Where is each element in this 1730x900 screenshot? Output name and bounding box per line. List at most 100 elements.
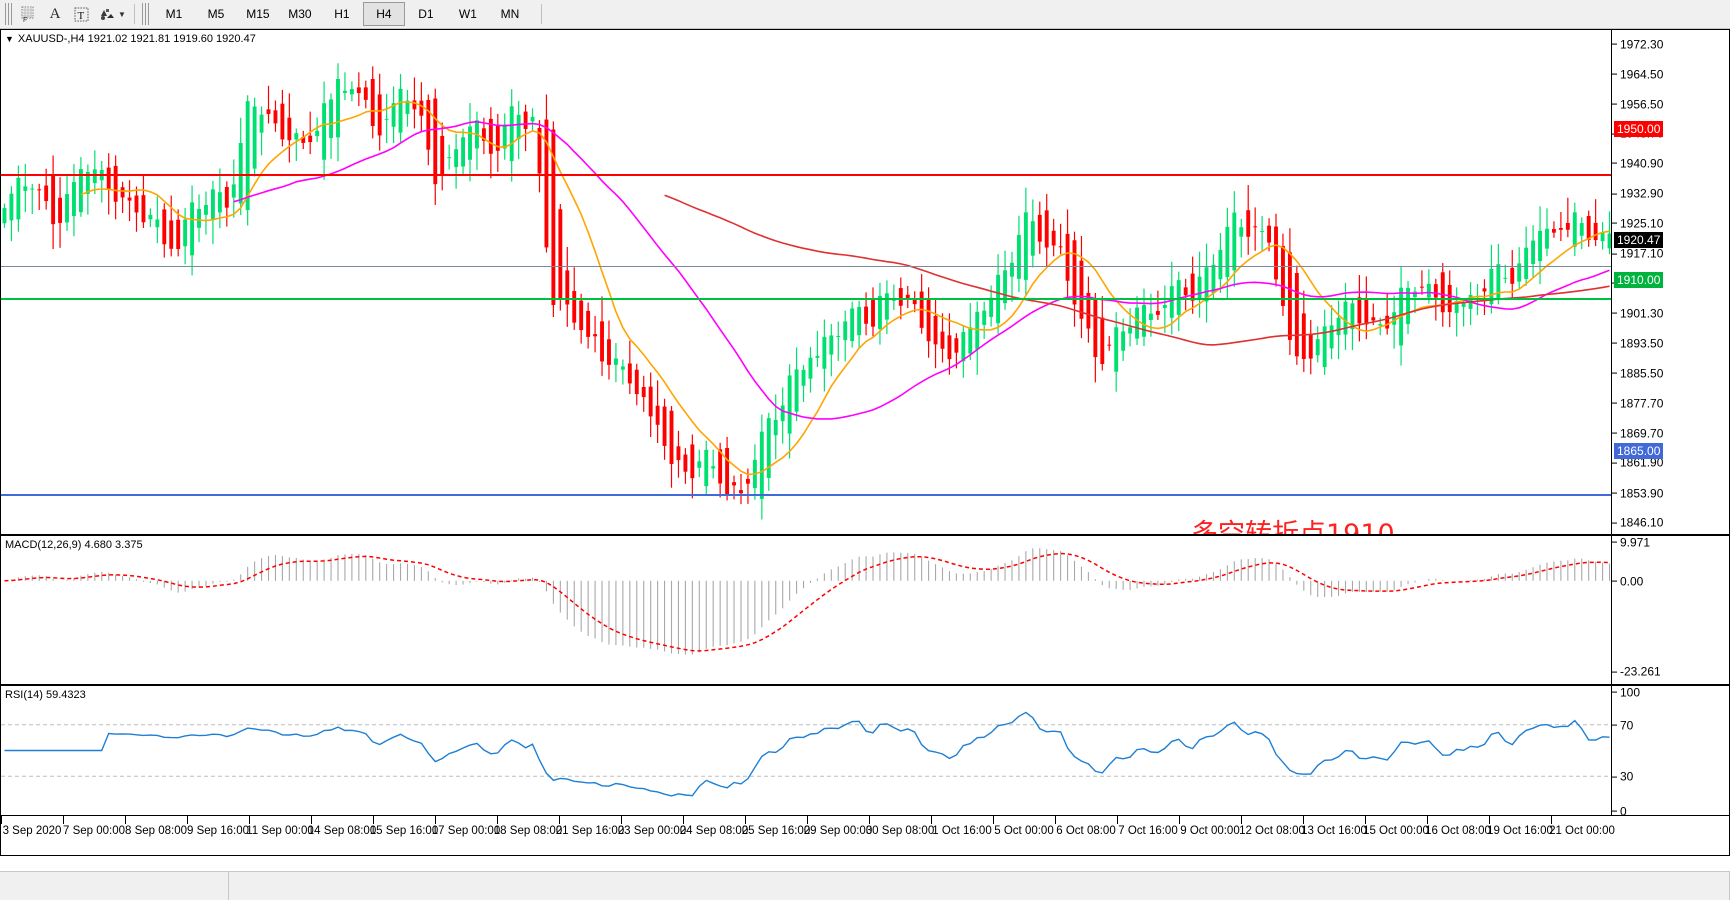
price-panel[interactable]: ▼ XAUUSD-,H4 1921.02 1921.81 1919.60 192…	[0, 29, 1730, 535]
timeframe-m1[interactable]: M1	[165, 7, 183, 21]
price-tag-pivot-1910[interactable]: 1910.00	[1614, 272, 1664, 289]
timeframe-h1[interactable]: H1	[334, 7, 350, 21]
time-tick-separator	[435, 816, 436, 824]
time-tick-label: 11 Sep 00:00	[246, 825, 314, 837]
time-tick-separator	[1, 816, 2, 824]
status-cell-1[interactable]	[0, 872, 229, 900]
time-tick-separator	[683, 816, 684, 824]
text-label-icon[interactable]: T	[68, 2, 94, 26]
time-tick-separator	[311, 816, 312, 824]
time-tick-label: 1 Oct 16:00	[932, 825, 992, 837]
price-tick-1917-10: 1917.10	[1612, 246, 1663, 261]
price-tick-1956-50: 1956.50	[1612, 96, 1663, 111]
time-tick-label: 8 Sep 08:00	[124, 825, 188, 837]
price-tick-1940-90: 1940.90	[1612, 156, 1663, 170]
time-tick-separator	[559, 816, 560, 824]
time-tick-separator	[373, 816, 374, 824]
rsi-tick-label: 30	[1620, 769, 1634, 784]
rsi-tick-70: 70	[1612, 717, 1633, 732]
time-tick-label: 16 Oct 08:00	[1425, 825, 1491, 837]
price-tick-label: 1877.70	[1620, 395, 1664, 410]
macd-tick-9971: 9.971	[1612, 535, 1651, 550]
level-line-1865	[1, 494, 1611, 496]
time-axis[interactable]: 3 Sep 2020 7 Sep 00:00 8 Sep 08:00 9 Sep 16…	[0, 816, 1730, 856]
time-tick-separator	[1427, 816, 1428, 824]
shapes-icon[interactable]	[94, 2, 120, 26]
time-tick-separator	[745, 816, 746, 824]
time-tick-label: 6 Oct 08:00	[1056, 825, 1116, 837]
price-tick-label: 1869.70	[1620, 426, 1664, 441]
rsi-tick-100: 100	[1612, 685, 1640, 699]
price-axis[interactable]: 1972.301964.501956.501948.701940.901932.…	[1611, 30, 1729, 534]
symbol-info-text: XAUUSD-,H4 1921.02 1921.81 1919.60 1920.…	[17, 33, 256, 45]
bottom-status-bar	[0, 871, 1730, 900]
shapes-dropdown-caret[interactable]: ▼	[118, 9, 126, 19]
status-cell-2[interactable]	[229, 872, 1730, 900]
rsi-axis[interactable]: 100 70 30 0	[1611, 685, 1729, 818]
time-tick-label: 7 Sep 00:00	[62, 825, 126, 837]
price-tick-label: 1853.90	[1620, 486, 1664, 501]
price-tag-current-price-1920[interactable]: 1920.47	[1614, 232, 1664, 249]
price-tick-label: 1885.50	[1620, 366, 1664, 381]
chart-annotation-text: 多空转折点1910	[1191, 512, 1395, 534]
time-tick-label: 21 Sep 16:00	[555, 825, 625, 837]
toolbar-separator-2	[540, 4, 542, 24]
time-tick-separator	[249, 816, 250, 824]
rsi-plot[interactable]	[1, 686, 1611, 815]
price-tick-label: 1901.30	[1620, 306, 1664, 321]
price-tick-1885-50: 1885.50	[1612, 366, 1664, 381]
price-tick-label: 1972.30	[1620, 37, 1664, 52]
macd-tick-23261: -23.261	[1612, 664, 1661, 679]
price-plot[interactable]: 多空转折点1910	[1, 30, 1611, 534]
price-tag-support-1865[interactable]: 1865.00	[1614, 442, 1664, 459]
time-tick-label: 9 Oct 00:00	[1180, 825, 1240, 837]
price-tag-resistance-1950[interactable]: 1950.00	[1614, 120, 1664, 137]
text-a-icon[interactable]: A	[42, 2, 68, 26]
price-tick-label: 1925.10	[1620, 216, 1664, 231]
level-line-1920	[1, 266, 1611, 267]
time-tick-label: 21 Oct 00:00	[1549, 825, 1615, 837]
time-tick-separator	[993, 816, 994, 824]
symbol-info-bar[interactable]: ▼ XAUUSD-,H4 1921.02 1921.81 1919.60 192…	[5, 33, 256, 45]
time-tick-label: 24 Sep 08:00	[679, 825, 749, 837]
macd-panel[interactable]: MACD(12,26,9) 4.680 3.375 9.971 0.00 -23.2…	[0, 535, 1730, 685]
timeframe-d1[interactable]: D1	[418, 7, 434, 21]
price-tick-label: 1846.10	[1620, 515, 1664, 530]
time-tick-label: 18 Sep 08:00	[493, 825, 563, 837]
toolbar-grip-1[interactable]	[5, 3, 13, 25]
toolbar-separator	[133, 4, 135, 24]
rsi-tick-30: 30	[1612, 769, 1633, 784]
macd-plot[interactable]	[1, 536, 1611, 684]
collapse-caret-icon[interactable]: ▼	[5, 34, 14, 44]
level-line-1910	[1, 298, 1611, 300]
timeframe-m30[interactable]: M30	[288, 7, 312, 21]
time-tick-separator	[1365, 816, 1366, 824]
grid-crosshair-icon[interactable]: F	[16, 2, 42, 26]
top-toolbar: F A T ▼ M1 M5 M15 M30 H1 H4 D1 W1 MN	[0, 0, 1730, 29]
timeframe-m5[interactable]: M5	[207, 7, 225, 21]
toolbar-grip-2[interactable]	[141, 3, 150, 25]
timeframe-w1[interactable]: W1	[458, 7, 477, 21]
svg-text:F: F	[23, 17, 27, 23]
rsi-panel[interactable]: RSI(14) 59.4323 100 70 30 0	[0, 685, 1730, 818]
svg-text:T: T	[77, 10, 84, 22]
price-tick-1877-70: 1877.70	[1612, 395, 1663, 410]
time-tick-label: 23 Sep 00:00	[617, 825, 687, 837]
rsi-label: RSI(14) 59.4323	[5, 689, 86, 701]
price-tick-1932-90: 1932.90	[1612, 186, 1663, 201]
price-tick-1861-90: 1861.90	[1612, 455, 1663, 470]
macd-axis[interactable]: 9.971 0.00 -23.261	[1611, 535, 1729, 684]
price-tick-1901-30: 1901.30	[1612, 306, 1664, 321]
time-tick-label: 3 Sep 2020	[2, 825, 62, 837]
price-tick-label: 1893.50	[1620, 336, 1664, 351]
time-tick-separator	[63, 816, 64, 824]
timeframe-m15[interactable]: M15	[246, 7, 270, 21]
time-tick-separator	[1179, 816, 1180, 824]
chart-area: ▼ XAUUSD-,H4 1921.02 1921.81 1919.60 192…	[0, 29, 1730, 900]
price-tick-label: 1956.50	[1620, 97, 1664, 112]
macd-tick-label: 9.971	[1620, 535, 1651, 550]
time-tick-label: 5 Oct 00:00	[994, 825, 1054, 837]
timeframe-h4[interactable]: H4	[362, 2, 405, 26]
timeframe-mn[interactable]: MN	[500, 7, 520, 21]
price-tick-label: 1917.10	[1620, 246, 1664, 261]
